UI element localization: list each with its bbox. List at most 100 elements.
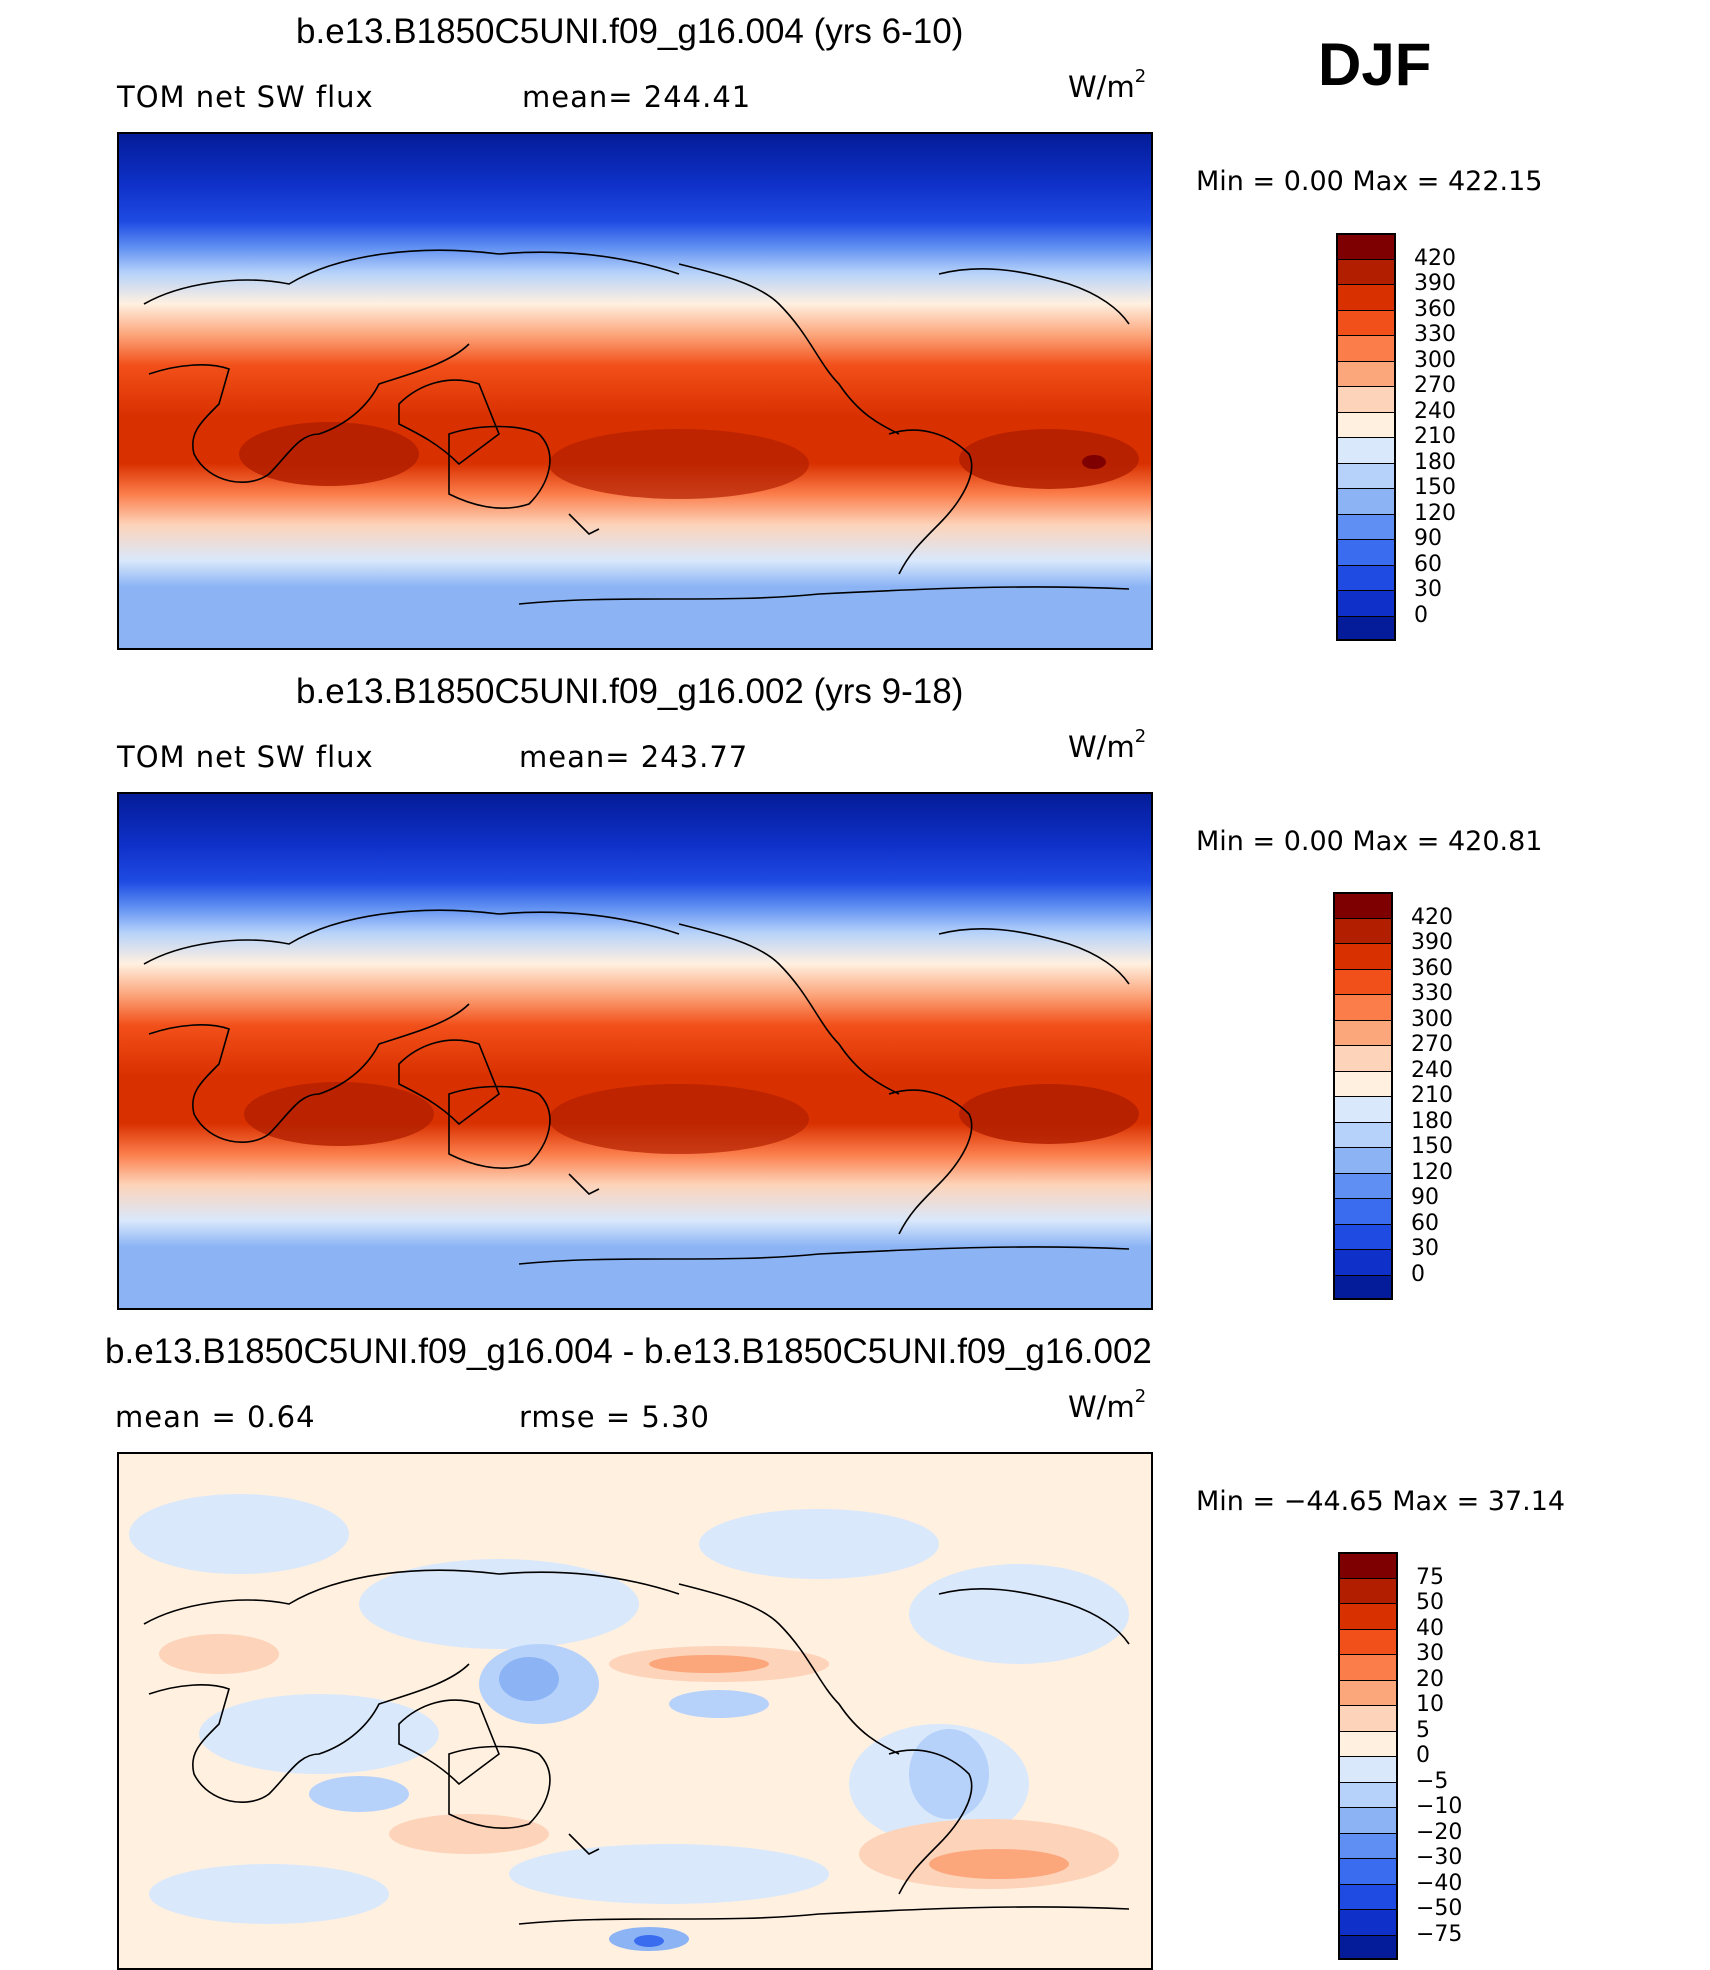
- colorbar-tick-label: 360: [1411, 955, 1453, 981]
- colorbar-tick-label: 90: [1414, 526, 1442, 551]
- colorbar-tick-label: 120: [1414, 500, 1456, 526]
- colorbar-tick-label: 300: [1414, 347, 1456, 373]
- colorbar-cell: [1336, 590, 1396, 616]
- colorbar-cell: [1338, 1807, 1398, 1833]
- colorbar-cell: [1333, 943, 1393, 969]
- panel-1-variable-label: TOM net SW flux: [117, 80, 374, 114]
- colorbar-tick-label: 420: [1411, 904, 1453, 930]
- colorbar-cell: [1338, 1654, 1398, 1680]
- colorbar-tick-label: 210: [1411, 1083, 1453, 1108]
- colorbar-cell: [1336, 335, 1396, 361]
- colorbar-cell: [1336, 564, 1396, 590]
- colorbar-cell: [1333, 1172, 1393, 1198]
- panel-1-title: b.e13.B1850C5UNI.f09_g16.004 (yrs 6-10): [296, 12, 964, 51]
- colorbar-cell: [1336, 386, 1396, 412]
- colorbar-cell: [1333, 1096, 1393, 1122]
- colorbar-cell: [1338, 1883, 1398, 1909]
- colorbar-tick-label: 75: [1416, 1564, 1444, 1590]
- panel-2-mean-label: mean= 243.77: [519, 740, 749, 774]
- colorbar-tick-label: −20: [1416, 1819, 1463, 1845]
- colorbar-tick-label: 270: [1411, 1032, 1453, 1057]
- colorbar-tick-label: −10: [1416, 1794, 1463, 1819]
- panel-1-map-svg: [119, 134, 1151, 648]
- colorbar-cell: [1338, 1756, 1398, 1782]
- colorbar-tick-label: 300: [1411, 1006, 1453, 1032]
- panel-3-map-svg: [119, 1454, 1151, 1968]
- panel-2-map: [117, 792, 1153, 1310]
- colorbar-tick-label: 90: [1411, 1185, 1439, 1210]
- colorbar-tick-label: 240: [1414, 398, 1456, 424]
- colorbar-cell: [1338, 1858, 1398, 1884]
- colorbar-cell: [1333, 1045, 1393, 1071]
- colorbar-frame: [1333, 892, 1393, 1300]
- colorbar-tick-label: 40: [1416, 1615, 1444, 1641]
- colorbar-cell: [1336, 360, 1396, 386]
- panel-2-colorbar: 420 390 360 330 300 270 240 210 180 150 120 90 60 30 0: [1333, 892, 1453, 1300]
- colorbar-cell: [1336, 258, 1396, 284]
- colorbar-tick-label: 390: [1411, 930, 1453, 955]
- colorbar-tick-label: 180: [1414, 449, 1456, 475]
- colorbar-cell: [1333, 1147, 1393, 1173]
- colorbar-tick-label: 30: [1416, 1641, 1444, 1666]
- colorbar-tick-label: −75: [1416, 1921, 1463, 1947]
- colorbar-cell: [1333, 994, 1393, 1020]
- panel-2-map-svg: [119, 794, 1151, 1308]
- colorbar-tick-label: 0: [1416, 1743, 1430, 1768]
- colorbar-cell: [1338, 1832, 1398, 1858]
- colorbar-cell: [1333, 1070, 1393, 1096]
- panel-1-mean-label: mean= 244.41: [522, 80, 752, 114]
- panel-1-minmax: Min = 0.00 Max = 422.15: [1196, 166, 1543, 197]
- colorbar-cell: [1336, 615, 1396, 641]
- colorbar-tick-label: 390: [1414, 271, 1456, 296]
- colorbar-tick-label: 420: [1414, 245, 1456, 271]
- panel-3-minmax: Min = −44.65 Max = 37.14: [1196, 1486, 1566, 1517]
- colorbar-tick-label: 0: [1411, 1261, 1425, 1287]
- colorbar-cell: [1333, 917, 1393, 943]
- colorbar-cell: [1336, 488, 1396, 514]
- colorbar-cell: [1338, 1781, 1398, 1807]
- colorbar-cell: [1333, 1223, 1393, 1249]
- panel-2-units: W/m2: [1068, 726, 1147, 764]
- panel-1-map: [117, 132, 1153, 650]
- panel-2-minmax: Min = 0.00 Max = 420.81: [1196, 826, 1543, 857]
- colorbar-tick-label: 360: [1414, 296, 1456, 322]
- panel-1-units: W/m2: [1068, 66, 1147, 104]
- colorbar-cell: [1336, 284, 1396, 310]
- colorbar-frame: [1338, 1552, 1398, 1960]
- colorbar-cell: [1333, 892, 1393, 918]
- colorbar-tick-label: 30: [1414, 577, 1442, 602]
- panel-3-mean-label: mean = 0.64: [115, 1400, 316, 1434]
- colorbar-tick-label: 120: [1411, 1159, 1453, 1185]
- colorbar-tick-label: 180: [1411, 1108, 1453, 1134]
- colorbar-tick-label: −30: [1416, 1845, 1463, 1870]
- colorbar-cell: [1338, 1730, 1398, 1756]
- colorbar-tick-label: 10: [1416, 1692, 1444, 1717]
- colorbar-cell: [1333, 1274, 1393, 1300]
- colorbar-tick-label: 210: [1414, 424, 1456, 449]
- colorbar-frame: [1336, 233, 1396, 641]
- colorbar-cell: [1336, 513, 1396, 539]
- colorbar-tick-label: 30: [1411, 1236, 1439, 1261]
- colorbar-cell: [1333, 1121, 1393, 1147]
- colorbar-cell: [1336, 309, 1396, 335]
- colorbar-tick-label: −50: [1416, 1896, 1463, 1921]
- colorbar-tick-label: 150: [1411, 1134, 1453, 1159]
- colorbar-cell: [1333, 1019, 1393, 1045]
- panel-3-title: b.e13.B1850C5UNI.f09_g16.004 - b.e13.B18…: [105, 1332, 1152, 1371]
- panel-3-units: W/m2: [1068, 1386, 1147, 1424]
- colorbar-cell: [1338, 1552, 1398, 1578]
- colorbar-cell: [1336, 411, 1396, 437]
- panel-3-rmse-label: rmse = 5.30: [519, 1400, 710, 1434]
- colorbar-tick-label: 0: [1414, 602, 1428, 628]
- panel-2-variable-label: TOM net SW flux: [117, 740, 374, 774]
- colorbar-tick-label: 50: [1416, 1590, 1444, 1615]
- colorbar-tick-label: 330: [1414, 322, 1456, 347]
- panel-2-title: b.e13.B1850C5UNI.f09_g16.002 (yrs 9-18): [296, 672, 964, 711]
- colorbar-tick-label: 270: [1414, 373, 1456, 398]
- colorbar-tick-label: 240: [1411, 1057, 1453, 1083]
- colorbar-tick-label: −40: [1416, 1870, 1463, 1896]
- colorbar-cell: [1338, 1909, 1398, 1935]
- colorbar-cell: [1333, 1249, 1393, 1275]
- colorbar-tick-label: 20: [1416, 1666, 1444, 1692]
- panel-3-colorbar: 75 50 40 30 20 10 5 0 −5 −10 −20 −30 −40 −50 −75: [1338, 1552, 1462, 1960]
